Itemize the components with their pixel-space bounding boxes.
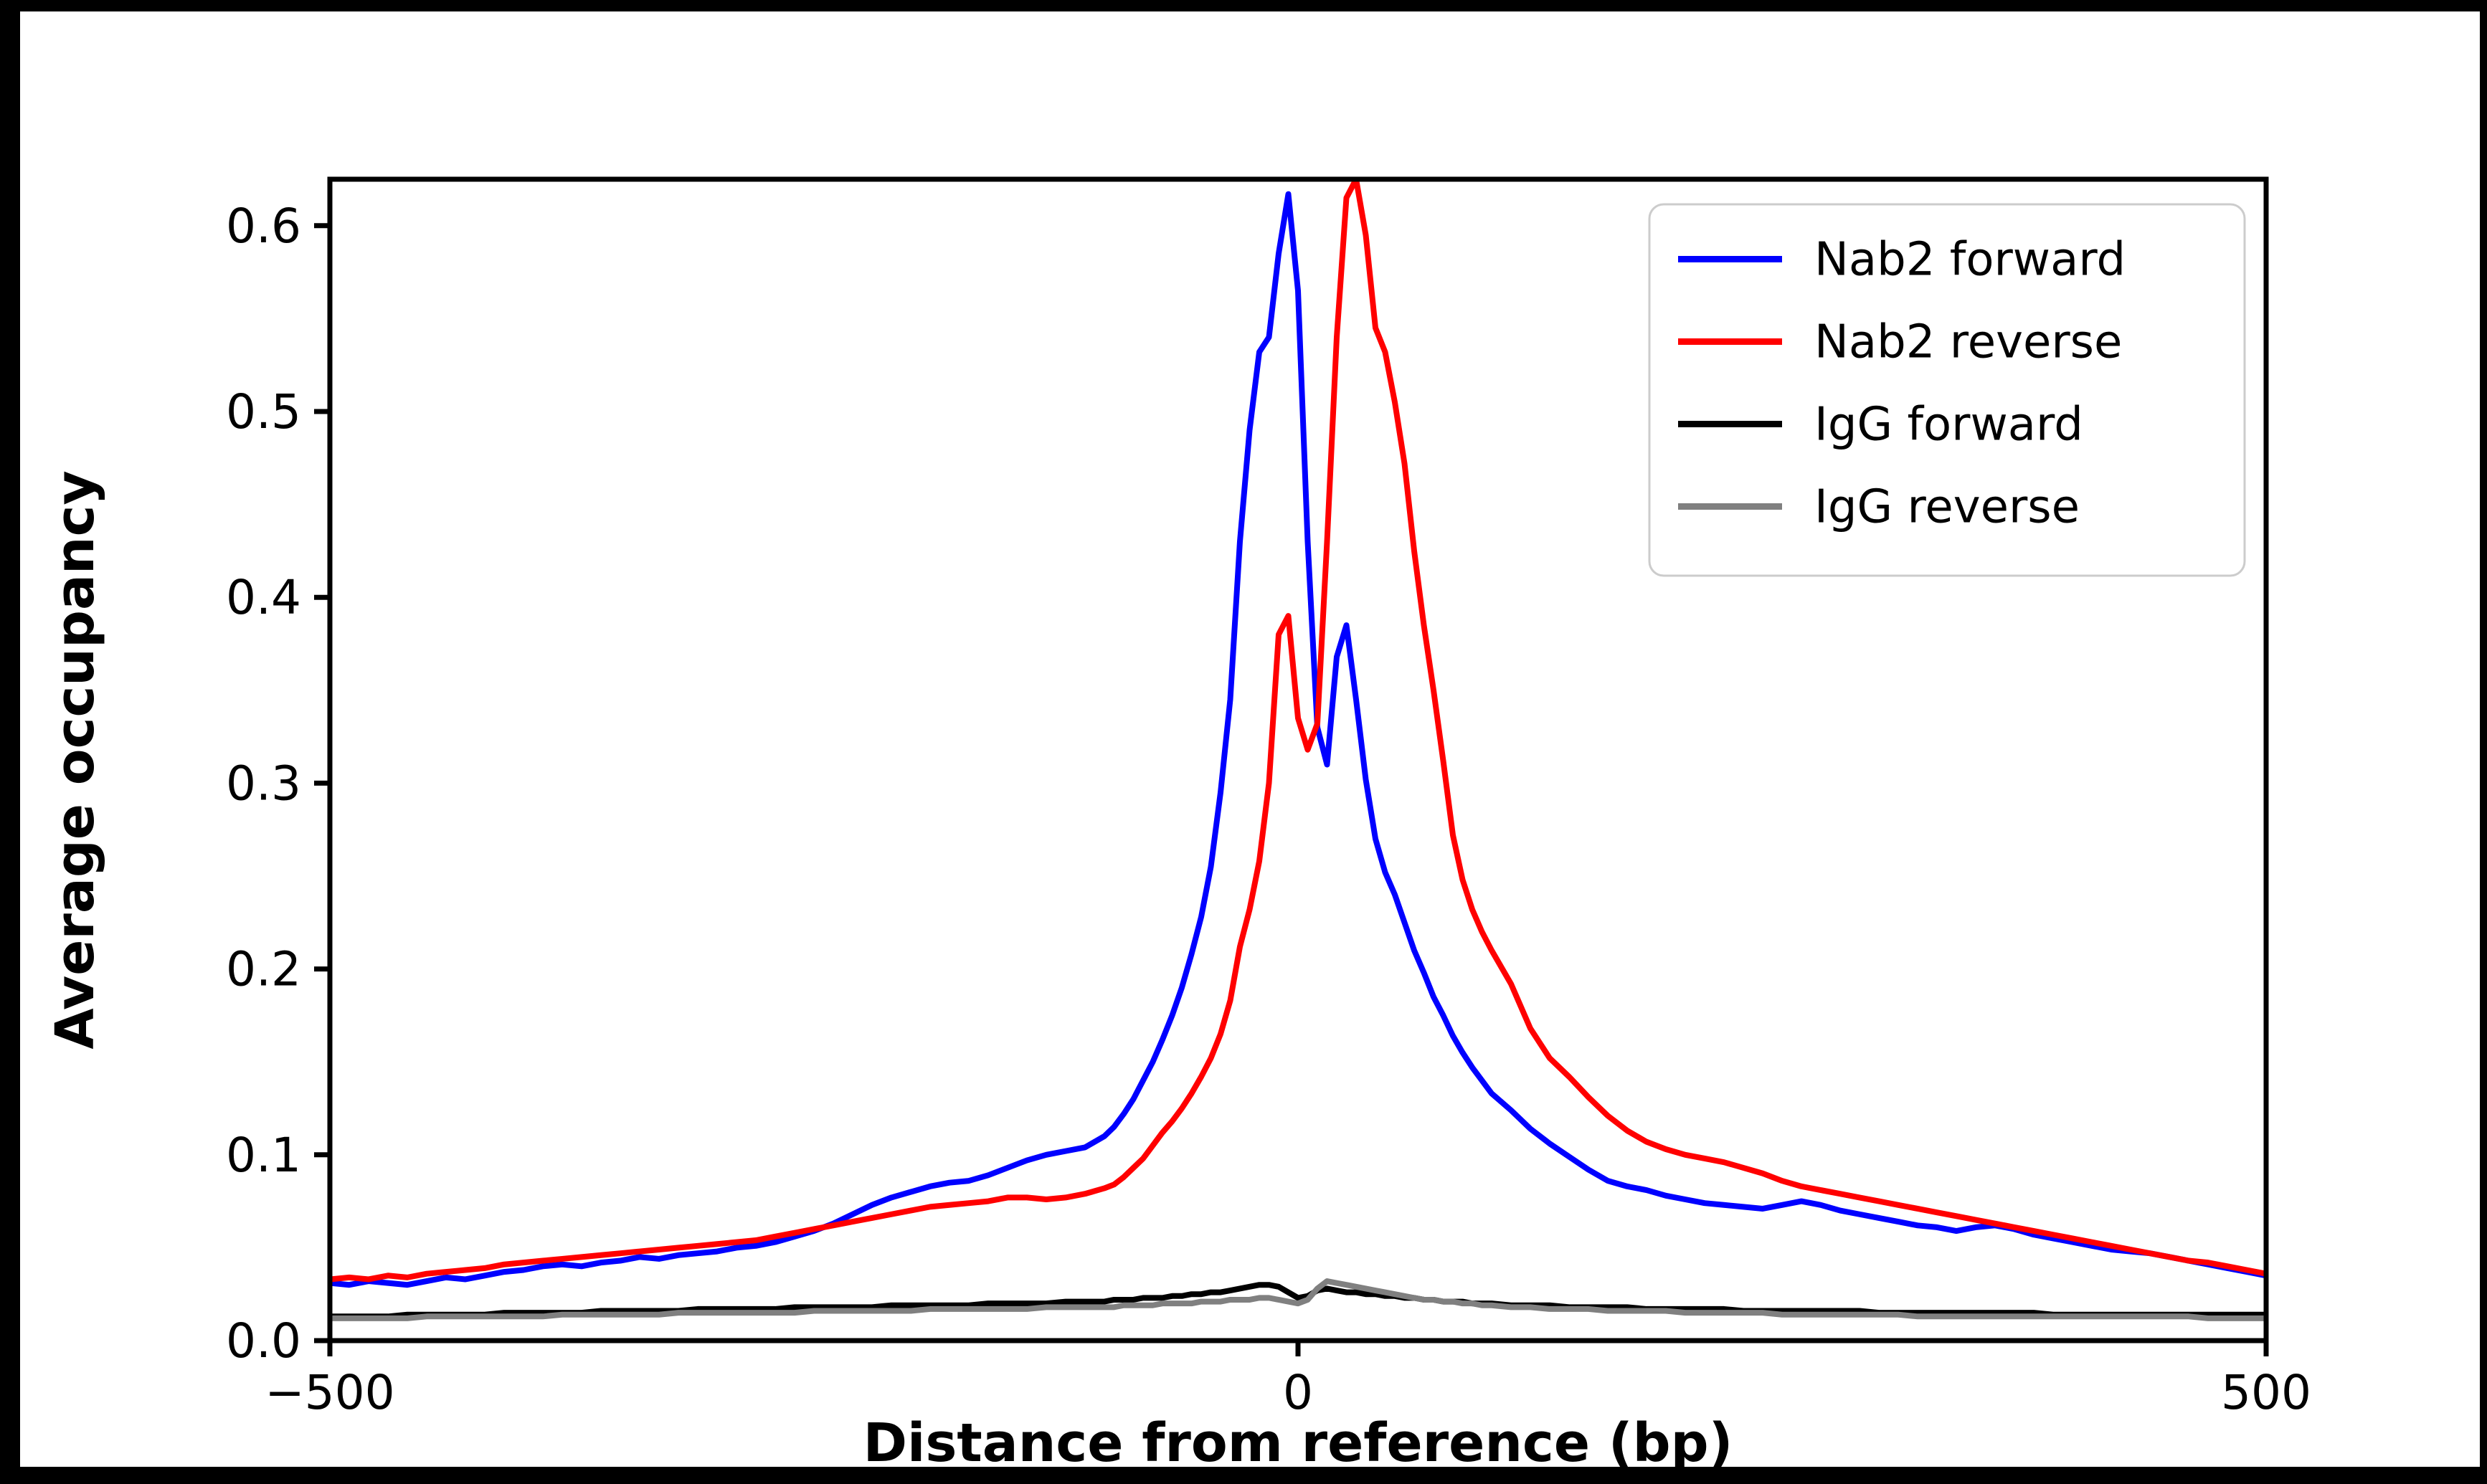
- y-tick-label: 0.1: [226, 1128, 301, 1183]
- y-tick-label: 0.5: [226, 384, 301, 439]
- x-axis-label: Distance from reference (bp): [863, 1412, 1733, 1474]
- y-tick-label: 0.4: [226, 570, 301, 625]
- series-line-nab2-forward: [330, 191, 2266, 1288]
- y-axis-label: Average occupancy: [44, 470, 106, 1049]
- legend-label: IgG forward: [1814, 399, 2083, 452]
- legend: Nab2 forward Nab2 reverse IgG forward IgG r…: [1648, 203, 2246, 577]
- x-tick-label: 0: [1283, 1365, 1313, 1420]
- legend-box: [1648, 203, 2246, 577]
- series-lines: [330, 179, 2266, 1321]
- series-line-igg-reverse: [330, 1278, 2266, 1321]
- legend-label: IgG reverse: [1814, 481, 2080, 534]
- y-tick-label: 0.3: [226, 756, 301, 811]
- x-tick-label: 500: [2221, 1365, 2311, 1420]
- legend-label: Nab2 forward: [1814, 234, 2126, 287]
- x-tick-label: −500: [265, 1365, 394, 1420]
- legend-label: Nab2 reverse: [1814, 316, 2122, 369]
- y-tick-label: 0.0: [226, 1313, 301, 1369]
- series-line-nab2-reverse: [330, 179, 2266, 1283]
- y-tick-label: 0.6: [226, 199, 301, 254]
- y-tick-label: 0.2: [226, 942, 301, 997]
